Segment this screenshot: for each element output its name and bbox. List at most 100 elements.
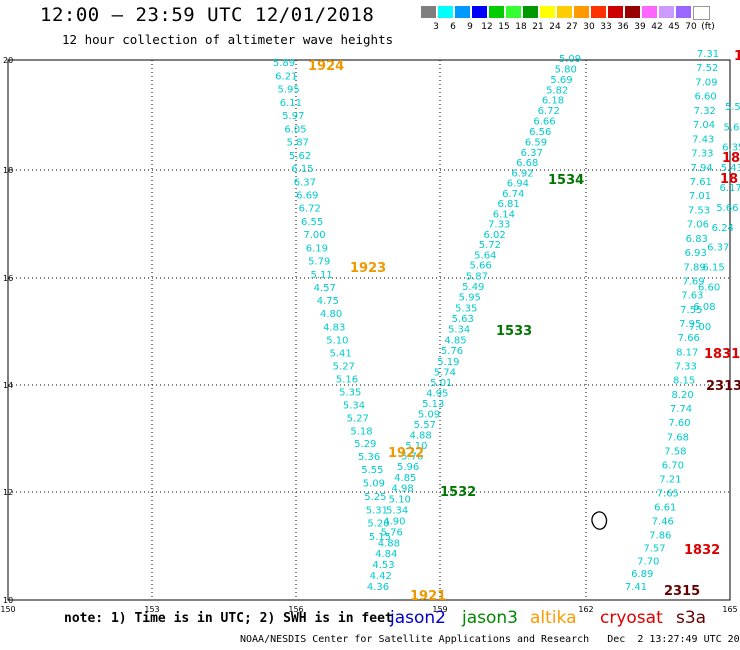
swh-value: 7.61 (690, 177, 712, 188)
swh-value: 6.83 (686, 234, 708, 245)
swh-value: 6.21 (275, 71, 297, 82)
swh-value: 7.09 (695, 77, 717, 88)
swh-value: 4.36 (367, 582, 389, 593)
colorbar-swatch (608, 6, 623, 18)
swh-value: 5.89 (273, 58, 295, 69)
swh-value: 7.66 (678, 333, 700, 344)
swh-value: 6.18 (542, 96, 564, 107)
swh-value: 5.76 (381, 527, 403, 538)
swh-value: 5.66 (716, 203, 738, 214)
pass-label: 1921 (410, 589, 446, 604)
swh-value: 5.41 (329, 348, 351, 359)
swh-value: 5.09 (559, 54, 581, 65)
swh-value: 8.20 (671, 390, 693, 401)
colorbar-swatch (421, 6, 436, 18)
swh-value: 5.31 (366, 505, 388, 516)
swh-value: 5.09 (363, 479, 385, 490)
swh-value: 7.01 (689, 191, 711, 202)
swh-value: 4.98 (391, 484, 413, 495)
swh-value: 6.35 (722, 143, 740, 154)
swh-value: 7.32 (694, 106, 716, 117)
colorbar-swatch (506, 6, 521, 18)
colorbar-label: 15 (498, 22, 510, 32)
colorbar-label: (ft) (701, 22, 715, 32)
swh-value: 6.74 (502, 189, 524, 200)
axis-ticks: 150 153 156 159 162 165 10 12 14 16 18 20 (0, 56, 737, 614)
swh-value: 4.95 (426, 389, 448, 400)
swh-value: 6.92 (511, 168, 533, 179)
colorbar-swatch (540, 6, 555, 18)
swh-value: 5.01 (430, 378, 452, 389)
swh-value: 7.33 (691, 149, 713, 160)
swh-value: 6.94 (507, 179, 529, 190)
swh-value: 5.34 (386, 506, 408, 517)
swh-value: 6.24 (712, 223, 734, 234)
colorbar-label: 33 (600, 22, 612, 32)
swh-value: 4.85 (394, 473, 416, 484)
pass-label: 1534 (548, 173, 584, 188)
swh-value: 5.13 (422, 399, 444, 410)
swh-value: 5.87 (466, 271, 488, 282)
units-note: note: 1) Time is in UTC; 2) SWH is in fe… (64, 611, 393, 626)
swh-value: 5.10 (389, 495, 411, 506)
swh-value: 7.65 (657, 488, 679, 499)
swh-value: 4.53 (372, 560, 394, 571)
swh-value: 5.16 (336, 375, 358, 386)
colorbar-label: 27 (566, 22, 578, 32)
lat-tick-label: 18 (3, 166, 13, 175)
colorbar-label: 6 (450, 22, 456, 32)
swh-value: 6.15 (702, 263, 724, 274)
swh-value: 5.27 (347, 413, 369, 424)
colorbar-swatch (557, 6, 572, 18)
lon-tick-label: 165 (722, 605, 737, 614)
pass-labels: 1924 1923 1922 1921 1534 1533 1532 1831 1832 2313… (308, 49, 740, 604)
swh-value: 6.89 (631, 569, 653, 580)
lon-tick-label: 153 (144, 605, 159, 614)
swh-value: 7.89 (683, 262, 705, 273)
plot-frame (7, 59, 731, 601)
swh-value: 6.15 (291, 164, 313, 175)
swh-value: 5.20 (367, 519, 389, 530)
swh-value: 5.34 (448, 325, 470, 336)
colorbar-label: 12 (481, 22, 493, 32)
swh-value: 5.76 (401, 451, 423, 462)
swh-value: 7.53 (688, 205, 710, 216)
swh-value: 6.17 (719, 183, 740, 194)
colorbar-swatch (472, 6, 487, 18)
swh-value: 5.10 (405, 441, 427, 452)
lat-tick-label: 12 (3, 488, 13, 497)
swh-value: 7.46 (652, 517, 674, 528)
swh-value: 5.09 (418, 410, 440, 421)
swh-value: 5.80 (555, 64, 577, 75)
swh-value: 6.37 (294, 177, 316, 188)
swh-value: 7.00 (303, 230, 325, 241)
swh-value: 7.94 (690, 163, 712, 174)
colorbar-label: 42 (651, 22, 663, 32)
swh-value: 4.90 (383, 517, 405, 528)
swh-value: 7.74 (670, 404, 692, 415)
colorbar-swatch (676, 6, 691, 18)
lat-tick-label: 16 (3, 274, 13, 283)
wave-height-tracks: 5.89 6.21 5.95 6.11 5.97 6.05 5.87 5.62 6.15 6.37… (273, 49, 740, 593)
swh-value: 5.63 (452, 314, 474, 325)
pass-label: 1922 (388, 446, 424, 461)
swh-value: 4.57 (314, 283, 336, 294)
swh-value: 5.95 (277, 85, 299, 96)
swh-value: 5.43 (721, 163, 740, 174)
swh-value: 5.18 (350, 426, 372, 437)
lon-tick-label: 156 (288, 605, 303, 614)
swh-value: 5.15 (369, 532, 391, 543)
swh-value: 4.88 (409, 431, 431, 442)
swh-value: 7.33 (488, 220, 510, 231)
swh-value: 5.49 (462, 282, 484, 293)
colorbar-label: 45 (668, 22, 680, 32)
swh-value: 5.72 (479, 240, 501, 251)
swh-value: 7.31 (697, 49, 719, 60)
lon-tick-label: 159 (432, 605, 447, 614)
swh-value: 6.70 (662, 460, 684, 471)
pass-label: 1 (734, 49, 740, 64)
swh-value: 6.37 (521, 148, 543, 159)
pass-label: 1924 (308, 59, 344, 74)
colorbar-swatch (591, 6, 606, 18)
